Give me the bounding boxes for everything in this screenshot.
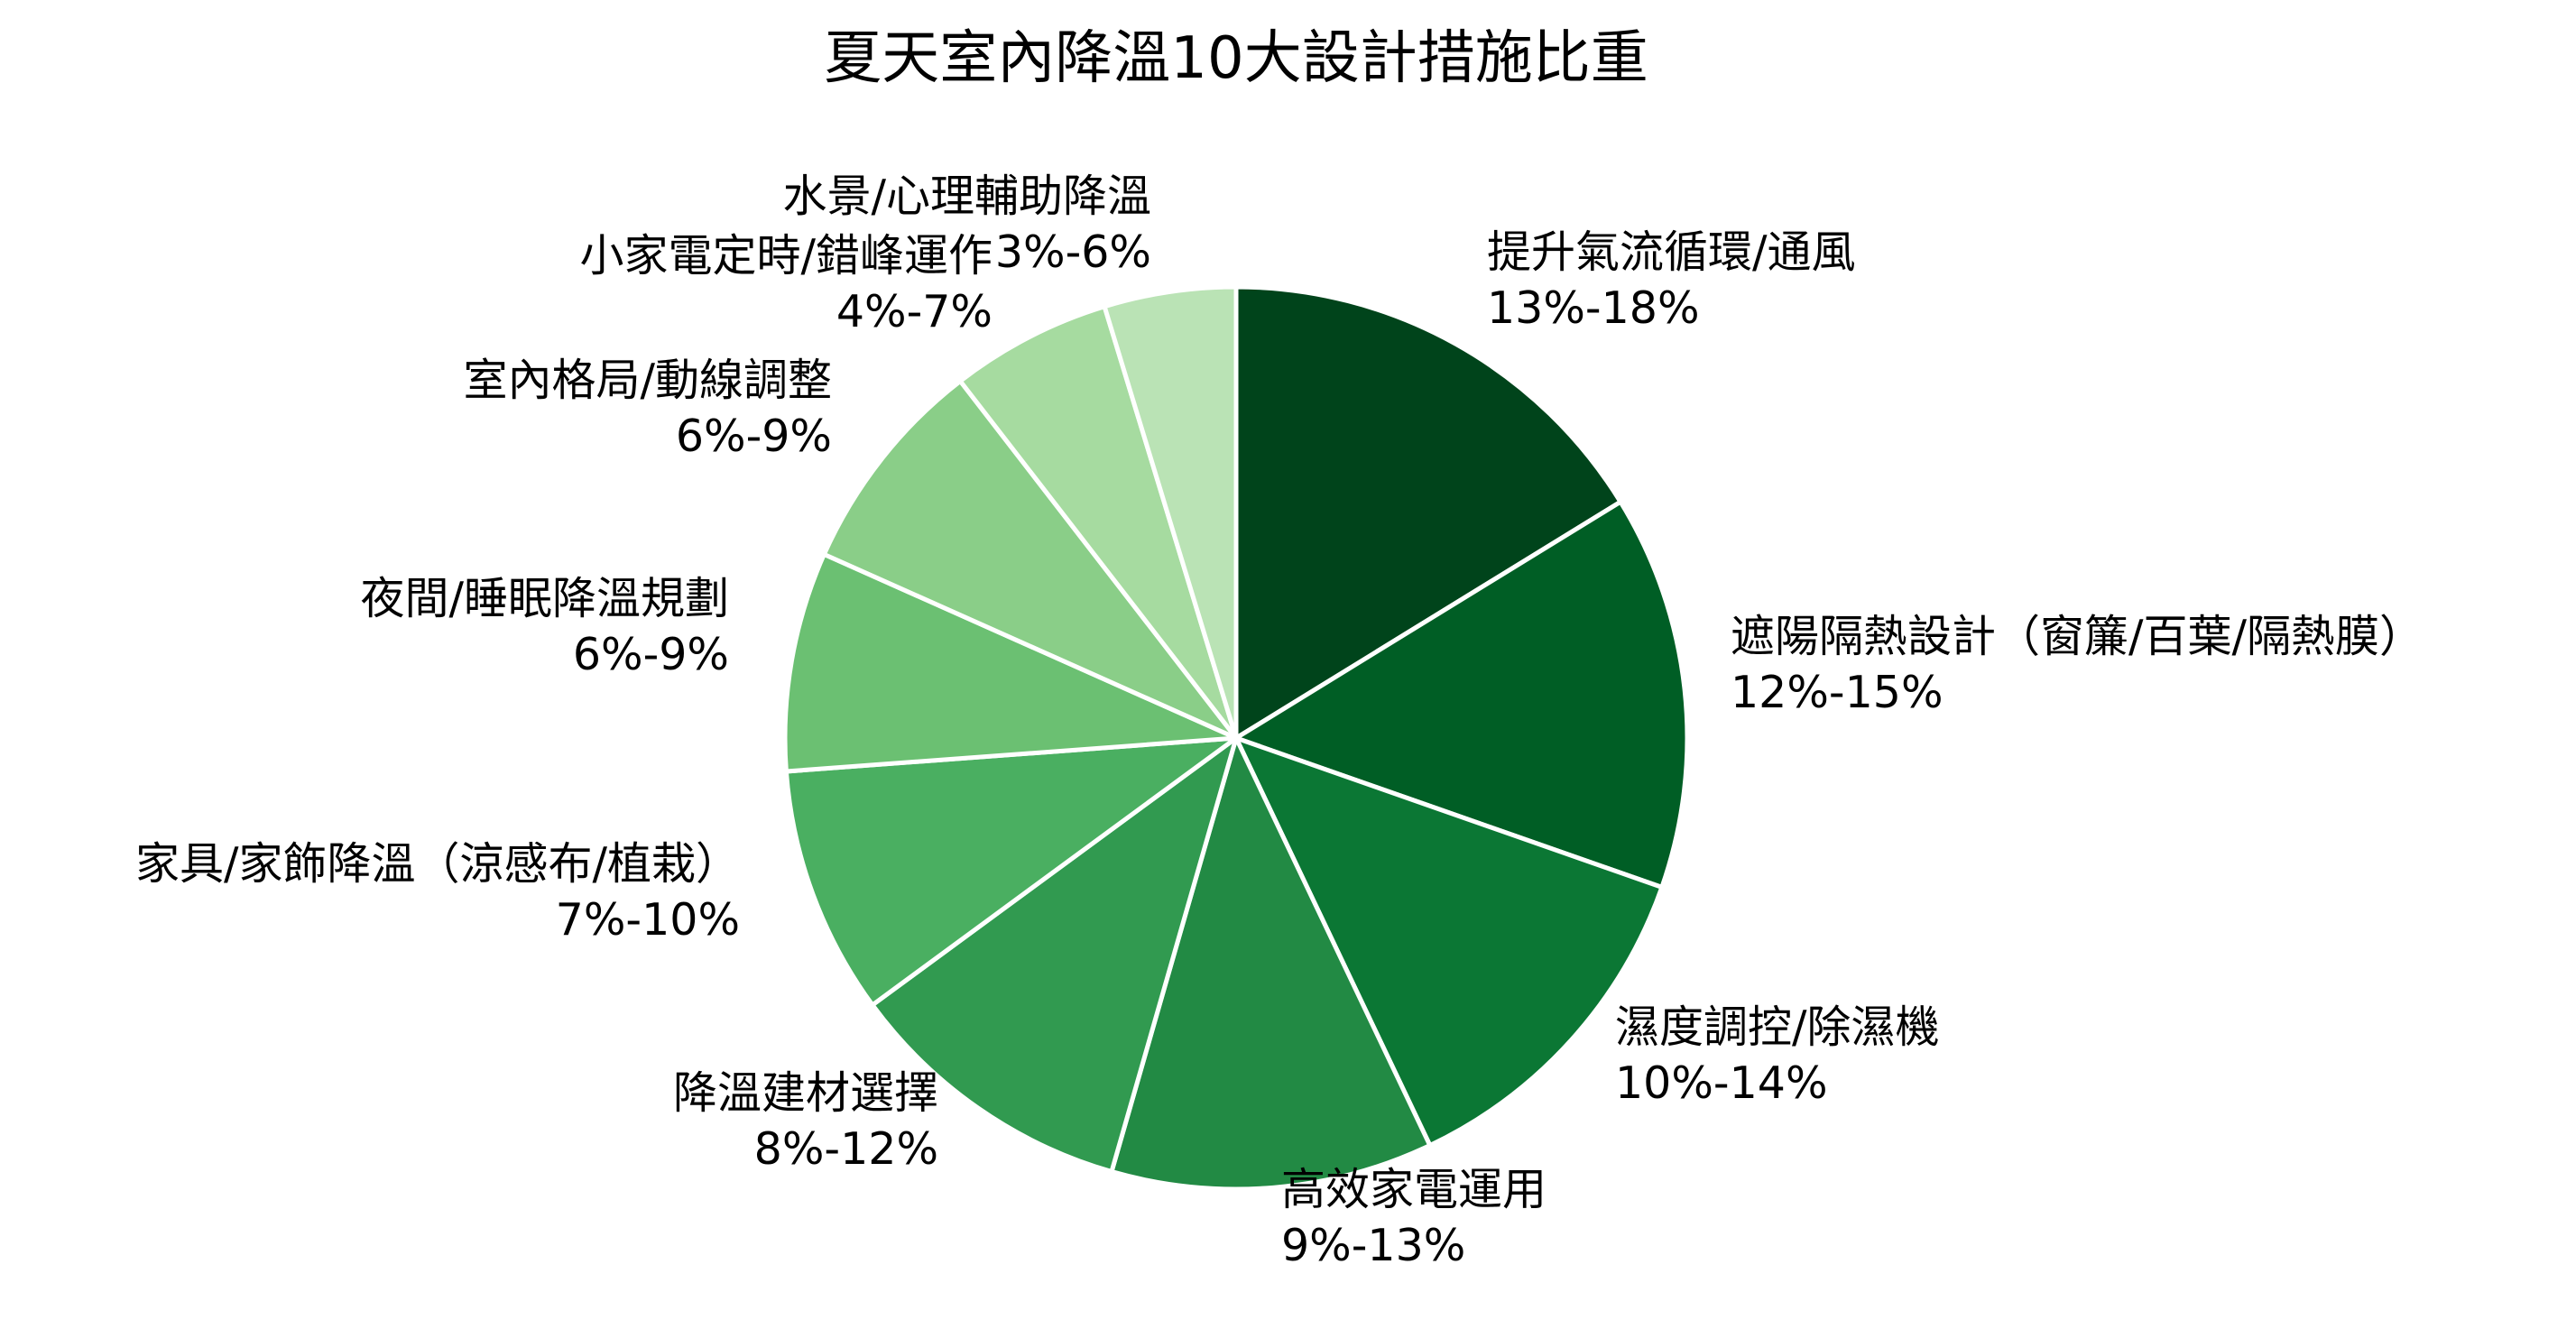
pie-slice xyxy=(1109,735,1433,1192)
slice-label: 夜間/睡眠降溫規劃 xyxy=(360,573,729,624)
slice-label: 室內格局/動線調整 xyxy=(463,355,832,406)
pie-slice xyxy=(1233,499,1690,890)
slice-range-label: 12%-15% xyxy=(1731,667,1944,718)
slice-label: 遮陽隔熱設計（窗簾/百葉/隔熱膜） xyxy=(1731,611,2424,662)
slice-label: 濕度調控/除濕機 xyxy=(1615,1001,1940,1053)
slice-label: 提升氣流循環/通風 xyxy=(1487,226,1856,278)
slice-label: 小家電定時/錯峰運作 xyxy=(579,230,993,281)
pie-slice xyxy=(957,304,1239,741)
slice-label: 水景/心理輔助降溫 xyxy=(782,171,1151,222)
pie-slice xyxy=(870,735,1239,1175)
slice-label: 高效家電運用 xyxy=(1281,1164,1547,1215)
slice-label: 家具/家飾降溫（涼感布/植栽） xyxy=(135,838,740,890)
slice-label: 降溫建材選擇 xyxy=(673,1067,938,1119)
slice-range-label: 13%-18% xyxy=(1487,282,1700,334)
slice-range-label: 8%-12% xyxy=(754,1123,938,1175)
slice-range-label: 4%-7% xyxy=(836,286,993,337)
slice-range-label: 10%-14% xyxy=(1615,1057,1828,1109)
slice-range-label: 3%-6% xyxy=(995,226,1151,278)
pie-slice xyxy=(1102,284,1239,741)
slice-range-label: 6%-9% xyxy=(573,629,729,680)
pie-slices xyxy=(782,284,1690,1192)
slice-range-label: 7%-10% xyxy=(556,894,740,946)
pie-slice xyxy=(1233,284,1623,741)
slice-range-label: 6%-9% xyxy=(676,411,832,462)
pie-slice xyxy=(783,735,1239,1008)
chart-title: 夏天室內降溫10大設計措施比重 xyxy=(824,25,1648,92)
pie-slice xyxy=(782,551,1239,774)
pie-slice xyxy=(821,378,1239,741)
slice-range-label: 9%-13% xyxy=(1281,1220,1465,1271)
pie-slice xyxy=(1233,735,1665,1148)
